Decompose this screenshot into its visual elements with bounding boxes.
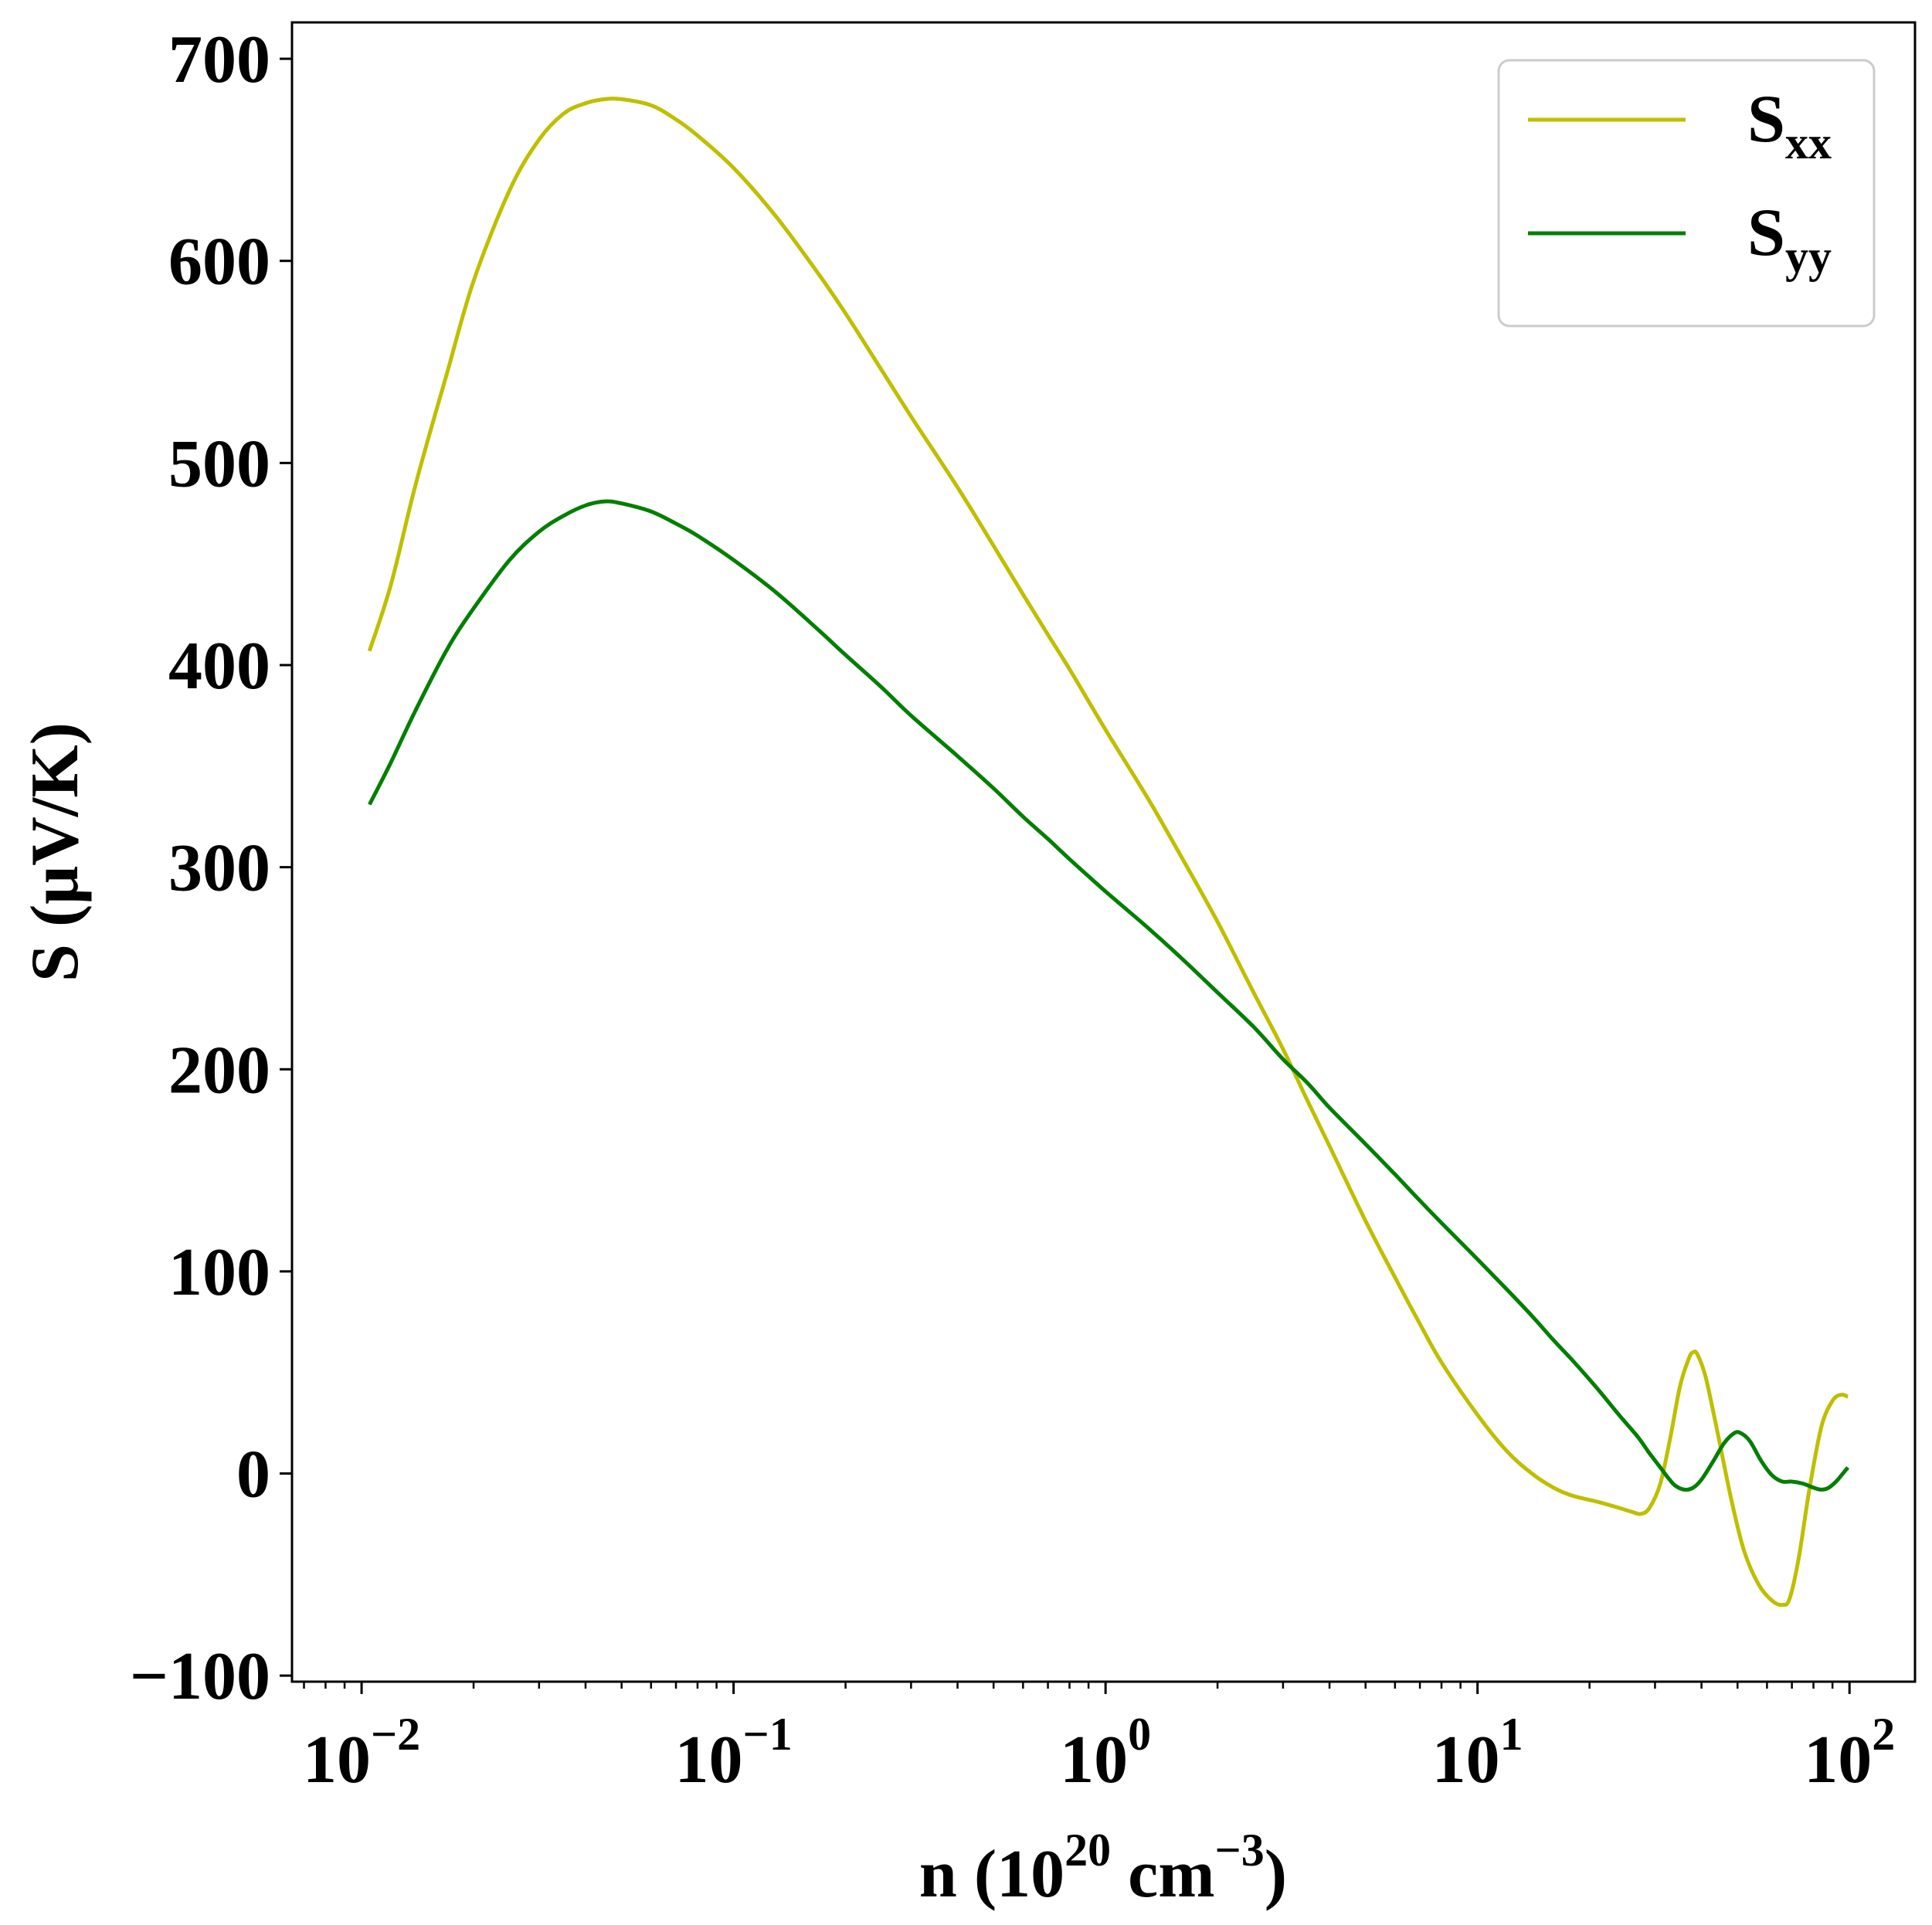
legend-box <box>1497 59 1876 328</box>
legend-label-sxx-base: S <box>1747 82 1785 157</box>
y-tick-label: 400 <box>168 629 270 704</box>
y-tick-label: 300 <box>168 831 270 906</box>
x-tick-label-exponent: 1 <box>1500 1709 1523 1760</box>
x-axis-title-close: ) <box>1265 1837 1287 1912</box>
series-layer <box>367 97 1850 1608</box>
y-tick-label: 100 <box>168 1235 270 1310</box>
series-line-syy <box>368 499 1850 1492</box>
x-tick-label-base: 10 <box>1432 1723 1500 1798</box>
x-tick-label-base: 10 <box>303 1723 371 1798</box>
y-tick-label: 600 <box>168 225 270 300</box>
x-axis-title-exponent-1: 20 <box>1064 1825 1111 1876</box>
legend-label-sxx-subscript: xx <box>1785 117 1832 168</box>
x-tick-label: 10−2 <box>303 1709 420 1798</box>
x-axis-title: n (1020 cm−3) <box>919 1825 1287 1912</box>
x-axis-title-unit: cm <box>1111 1837 1214 1912</box>
y-tick-label: 200 <box>168 1033 270 1108</box>
plot-frame <box>290 21 1917 1683</box>
x-tick-label-exponent: −1 <box>743 1709 793 1760</box>
legend-label-syy: Syy <box>1747 195 1832 282</box>
x-tick-label-exponent: 0 <box>1128 1709 1151 1760</box>
legend-label-syy-subscript: yy <box>1785 231 1832 282</box>
x-axis-title-base: n (10 <box>919 1837 1064 1912</box>
y-tick-label: −100 <box>130 1639 270 1714</box>
x-tick-label: 10−1 <box>675 1709 793 1798</box>
x-axis: 10−2 10−1 100 101 102 <box>303 1682 1895 1798</box>
x-tick-label: 102 <box>1804 1709 1895 1798</box>
x-tick-label-base: 10 <box>1060 1723 1128 1798</box>
x-tick-label: 100 <box>1060 1709 1151 1798</box>
x-tick-label: 101 <box>1432 1709 1523 1798</box>
legend-label-syy-base: S <box>1747 195 1785 270</box>
legend: Sxx Syy <box>1497 59 1876 328</box>
x-tick-label-base: 10 <box>1804 1723 1872 1798</box>
series-line-sxx <box>367 97 1849 1608</box>
x-tick-label-exponent: 2 <box>1872 1709 1895 1760</box>
x-tick-label-exponent: −2 <box>371 1709 420 1760</box>
y-axis: −100 0 100 200 300 400 500 600 700 <box>130 22 292 1714</box>
y-tick-label: 700 <box>168 22 270 97</box>
legend-label-sxx: Sxx <box>1747 82 1832 168</box>
x-axis-title-exponent-2: −3 <box>1215 1825 1265 1876</box>
y-tick-label: 500 <box>168 426 270 501</box>
y-tick-label: 0 <box>236 1438 270 1512</box>
x-tick-label-base: 10 <box>675 1723 743 1798</box>
y-axis-title: S (μV/K) <box>18 722 93 982</box>
